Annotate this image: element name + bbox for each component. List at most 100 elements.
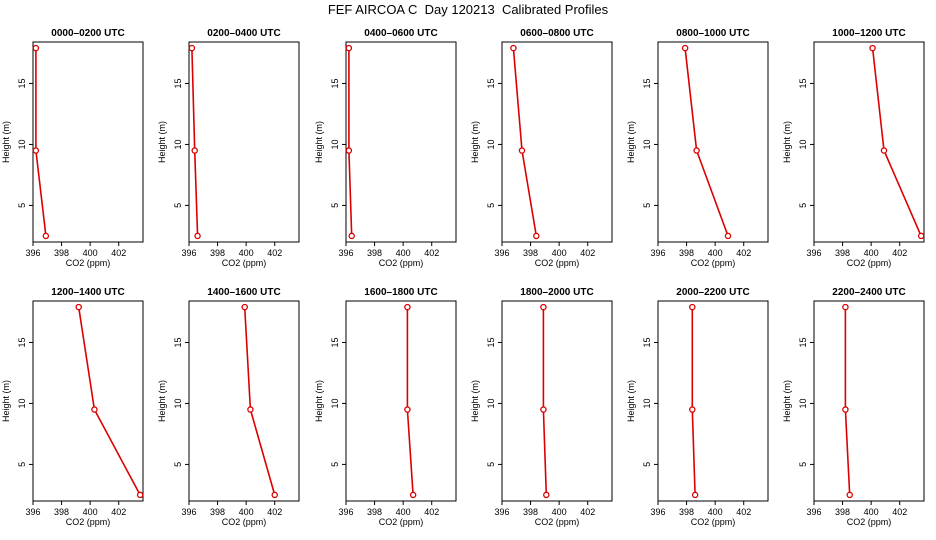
profile-line bbox=[348, 48, 353, 236]
x-tick-label: 400 bbox=[239, 507, 254, 517]
y-axis-label: Height (m) bbox=[626, 380, 636, 422]
y-axis-label: Height (m) bbox=[626, 121, 636, 163]
data-point bbox=[869, 44, 876, 52]
data-point bbox=[32, 44, 40, 52]
panel-title: 0200–0400 UTC bbox=[207, 28, 280, 39]
data-point bbox=[842, 303, 849, 311]
x-tick-label: 396 bbox=[806, 248, 821, 258]
data-point bbox=[271, 491, 278, 499]
x-tick-label: 398 bbox=[54, 248, 69, 258]
y-tick-label: 5 bbox=[17, 203, 27, 208]
data-point bbox=[247, 406, 254, 413]
y-tick-label: 5 bbox=[330, 462, 340, 467]
y-tick-label: 10 bbox=[330, 139, 340, 149]
y-tick-label: 15 bbox=[17, 78, 27, 88]
profile-line bbox=[77, 306, 141, 496]
x-tick-label: 396 bbox=[806, 507, 821, 517]
panel-title: 1200–1400 UTC bbox=[51, 287, 124, 298]
profile-panel: 1400–1600 UTC 396 398 400 402 5 10 15 CO2 (ppm) H… bbox=[157, 287, 300, 527]
profile-line bbox=[243, 307, 276, 496]
profile-panel: 1200–1400 UTC 396 398 400 402 5 10 15 CO2 (ppm) H… bbox=[1, 287, 144, 527]
x-axis-label: CO2 (ppm) bbox=[535, 258, 580, 268]
y-axis-label: Height (m) bbox=[470, 121, 480, 163]
x-tick-label: 402 bbox=[580, 507, 595, 517]
data-point bbox=[533, 232, 540, 240]
data-point bbox=[917, 232, 925, 240]
profile-line bbox=[35, 48, 47, 236]
profile-line bbox=[844, 307, 851, 495]
y-tick-label: 5 bbox=[798, 203, 808, 208]
x-tick-label: 402 bbox=[892, 248, 907, 258]
data-point bbox=[404, 406, 411, 413]
panel-title: 1800–2000 UTC bbox=[520, 287, 593, 298]
x-axis-label: CO2 (ppm) bbox=[691, 258, 736, 268]
x-tick-label: 398 bbox=[835, 248, 850, 258]
x-tick-label: 400 bbox=[83, 248, 98, 258]
data-point bbox=[194, 232, 201, 240]
y-tick-label: 5 bbox=[798, 462, 808, 467]
y-axis-label: Height (m) bbox=[314, 380, 324, 422]
profile-panel: 1800–2000 UTC 396 398 400 402 5 10 15 CO2 (ppm) H… bbox=[470, 287, 613, 527]
panel-title: 0800–1000 UTC bbox=[676, 28, 749, 39]
x-axis-label: CO2 (ppm) bbox=[535, 517, 580, 527]
x-tick-label: 402 bbox=[736, 507, 751, 517]
x-tick-label: 400 bbox=[864, 248, 879, 258]
y-tick-label: 10 bbox=[798, 139, 808, 149]
y-axis-label: Height (m) bbox=[782, 380, 792, 422]
data-point bbox=[691, 491, 699, 499]
data-point bbox=[409, 491, 417, 499]
data-point bbox=[846, 491, 853, 499]
x-axis-label: CO2 (ppm) bbox=[222, 517, 267, 527]
profile-panel: 0600–0800 UTC 396 398 400 402 5 10 15 CO2 (ppm) H… bbox=[470, 28, 613, 268]
x-tick-label: 402 bbox=[111, 507, 126, 517]
panel-title: 1000–1200 UTC bbox=[832, 28, 905, 39]
y-tick-label: 15 bbox=[486, 337, 496, 347]
y-axis-label: Height (m) bbox=[782, 121, 792, 163]
profile-panel: 0200–0400 UTC 396 398 400 402 5 10 15 CO2 (ppm) H… bbox=[157, 28, 300, 268]
x-tick-label: 400 bbox=[708, 507, 723, 517]
y-tick-label: 5 bbox=[486, 462, 496, 467]
data-point bbox=[510, 44, 517, 52]
x-tick-label: 398 bbox=[54, 507, 69, 517]
panel-title: 1600–1800 UTC bbox=[364, 287, 437, 298]
profile-line bbox=[684, 48, 729, 237]
x-tick-label: 400 bbox=[864, 507, 879, 517]
data-point bbox=[689, 406, 696, 413]
x-tick-label: 398 bbox=[210, 507, 225, 517]
x-tick-label: 396 bbox=[650, 507, 665, 517]
y-tick-label: 15 bbox=[330, 337, 340, 347]
data-point bbox=[345, 147, 353, 154]
x-tick-label: 402 bbox=[892, 507, 907, 517]
x-tick-label: 398 bbox=[523, 248, 538, 258]
x-tick-label: 402 bbox=[424, 248, 439, 258]
plot-frame bbox=[501, 41, 613, 243]
profile-panel: 0800–1000 UTC 396 398 400 402 5 10 15 CO2 (ppm) H… bbox=[626, 28, 769, 268]
x-axis-label: CO2 (ppm) bbox=[379, 258, 424, 268]
x-tick-label: 396 bbox=[494, 248, 509, 258]
profile-line bbox=[871, 48, 922, 237]
plot-frame bbox=[657, 300, 769, 502]
y-tick-label: 15 bbox=[173, 78, 183, 88]
data-point bbox=[693, 147, 700, 154]
x-tick-label: 398 bbox=[835, 507, 850, 517]
profile-panel: 1000–1200 UTC 396 398 400 402 5 10 15 CO2 (ppm) H… bbox=[782, 28, 925, 268]
data-point bbox=[42, 232, 50, 240]
y-axis-label: Height (m) bbox=[314, 121, 324, 163]
plot-frame bbox=[188, 300, 300, 502]
data-point bbox=[540, 303, 547, 311]
x-tick-label: 402 bbox=[267, 507, 282, 517]
profile-panel: 2000–2200 UTC 396 398 400 402 5 10 15 CO2 (ppm) H… bbox=[626, 287, 769, 527]
data-point bbox=[543, 491, 550, 499]
profile-panel: 1600–1800 UTC 396 398 400 402 5 10 15 CO2 (ppm) H… bbox=[314, 287, 457, 527]
profile-panel: 0000–0200 UTC 396 398 400 402 5 10 15 CO2 (ppm) H… bbox=[1, 28, 144, 268]
x-tick-label: 400 bbox=[552, 507, 567, 517]
x-axis-label: CO2 (ppm) bbox=[66, 517, 111, 527]
plot-frame bbox=[32, 300, 144, 502]
y-tick-label: 15 bbox=[17, 337, 27, 347]
x-tick-label: 396 bbox=[181, 507, 196, 517]
y-axis-label: Height (m) bbox=[157, 121, 167, 163]
profile-line bbox=[191, 48, 199, 236]
data-point bbox=[188, 44, 196, 52]
x-tick-label: 400 bbox=[708, 248, 723, 258]
